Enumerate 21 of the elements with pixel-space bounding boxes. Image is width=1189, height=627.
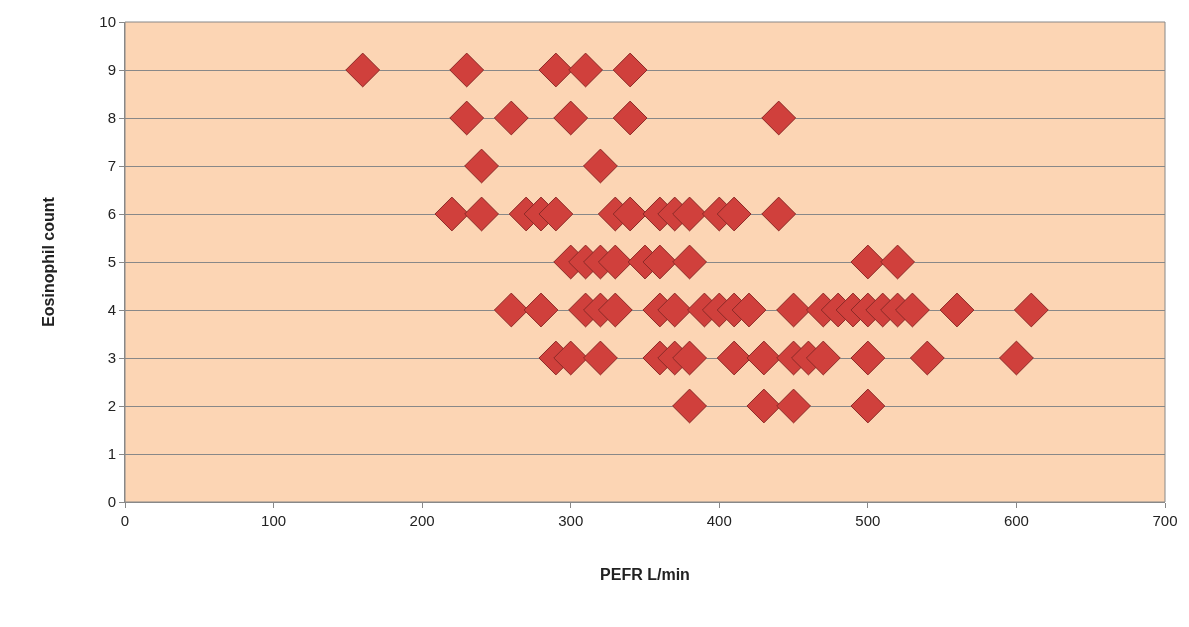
x-tick-label: 600 (1003, 512, 1029, 529)
y-tick-label: 10 (99, 13, 116, 31)
x-tick-label: 300 (558, 512, 584, 529)
x-tick-label: 700 (1152, 512, 1178, 529)
y-tick-label: 1 (107, 445, 116, 463)
x-tick-label: 400 (706, 512, 732, 529)
y-tick-label: 7 (107, 157, 116, 175)
x-tick-label: 0 (120, 512, 130, 529)
y-tick-label: 6 (107, 205, 116, 223)
y-tick-label: 0 (107, 493, 116, 511)
y-tick-label: 4 (107, 301, 116, 319)
y-tick-label: 3 (107, 349, 116, 367)
y-tick-label: 2 (107, 397, 116, 415)
x-axis-title: PEFR L/min (600, 565, 690, 583)
y-tick-label: 8 (107, 109, 116, 127)
y-axis-title: Eosinophil count (40, 196, 58, 327)
x-tick-label: 200 (409, 512, 435, 529)
x-tick-label: 100 (261, 512, 287, 529)
y-tick-label: 5 (107, 253, 116, 271)
y-tick-label: 9 (107, 61, 116, 79)
x-tick-label: 500 (855, 512, 881, 529)
